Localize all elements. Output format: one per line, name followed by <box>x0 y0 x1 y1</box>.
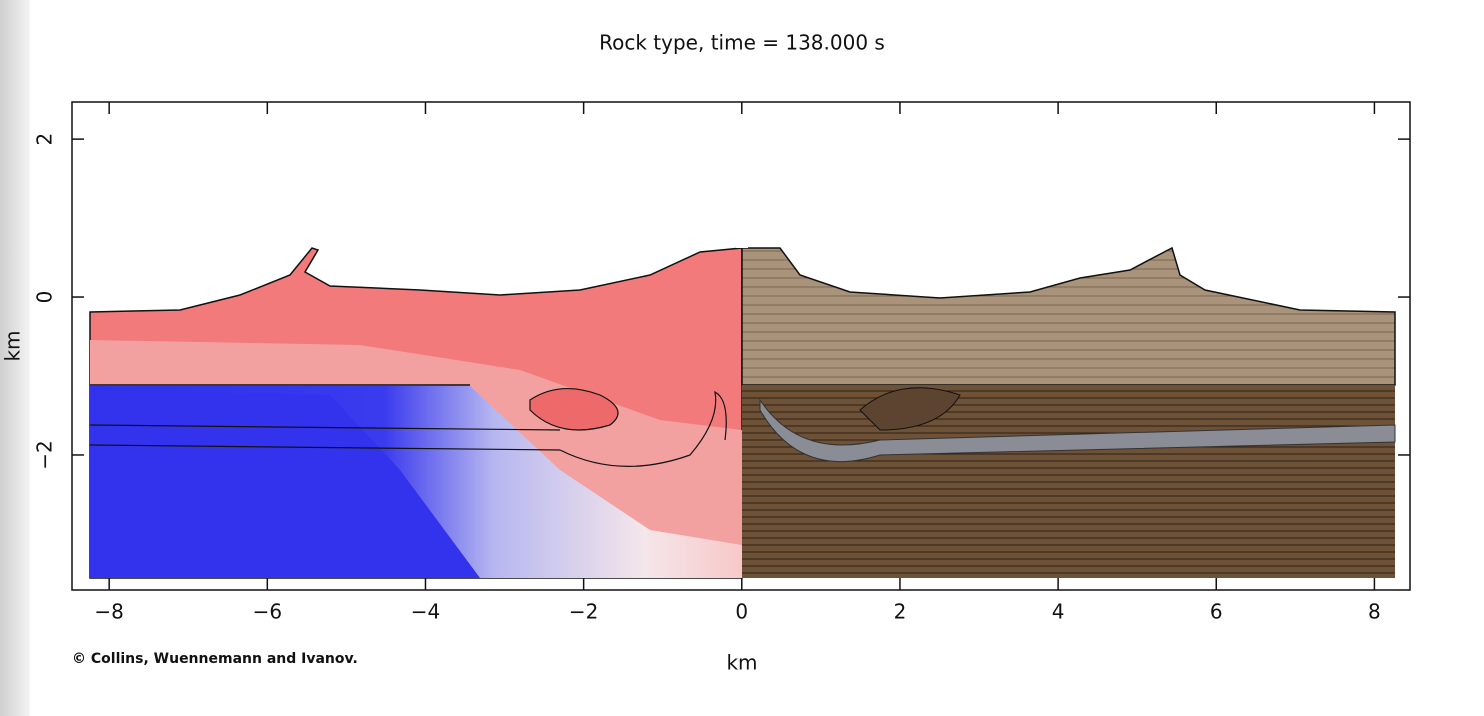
credit: © Collins, Wuennemann and Ivanov. <box>72 651 358 667</box>
x-tick-label: −4 <box>411 600 440 624</box>
x-tick-label: −8 <box>94 600 123 624</box>
x-tick-label: −6 <box>253 600 282 624</box>
y-axis-label: km <box>1 330 25 361</box>
y-tick-label: 2 <box>33 133 57 146</box>
y-tick-label: 0 <box>33 291 57 304</box>
simulation-image <box>89 215 1396 579</box>
plot-frame <box>71 101 1411 591</box>
side-strip <box>0 0 30 716</box>
chart-title: Rock type, time = 138.000 s <box>599 31 885 55</box>
x-tick-label: 8 <box>1368 600 1381 624</box>
x-tick-label: 0 <box>735 600 748 624</box>
x-tick-label: 4 <box>1052 600 1065 624</box>
y-tick-label: −2 <box>33 440 57 469</box>
x-tick-label: −2 <box>569 600 598 624</box>
x-axis-label: km <box>726 651 757 675</box>
x-tick-label: 6 <box>1210 600 1223 624</box>
x-tick-label: 2 <box>894 600 907 624</box>
